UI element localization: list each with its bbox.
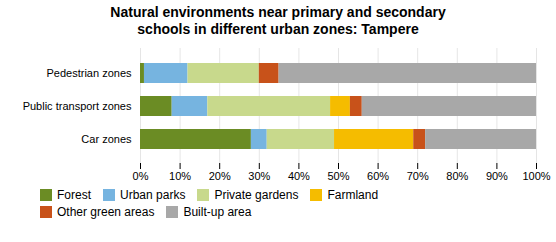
svg-text:20%: 20% (209, 170, 231, 182)
svg-text:90%: 90% (486, 170, 508, 182)
html-text:Natural environments near prim: Natural environments near primary and se… (110, 4, 446, 37)
svg-text:10%: 10% (169, 170, 191, 182)
svg-text:70%: 70% (407, 170, 429, 182)
html-text:Urban parks: Urban parks (120, 188, 186, 202)
svg-text:0%: 0% (133, 170, 149, 182)
svg-text:80%: 80% (446, 170, 468, 182)
html-text:Private gardens: Private gardens (214, 188, 299, 202)
svg-text:30%: 30% (248, 170, 270, 182)
svg-text:Public transport zones: Public transport zones (23, 100, 132, 112)
svg-text:Car zones: Car zones (81, 133, 132, 145)
svg-text:60%: 60% (367, 170, 389, 182)
svg-text:40%: 40% (288, 170, 310, 182)
html-text:Other green areas: Other green areas (57, 205, 155, 219)
svg-text:100%: 100% (522, 170, 550, 182)
svg-text:Pedestrian zones: Pedestrian zones (47, 67, 132, 79)
html-text:Built-up area: Built-up area (183, 205, 252, 219)
svg-text:50%: 50% (327, 170, 349, 182)
html-text:Forest: Forest (57, 188, 91, 202)
html-text:Farmland: Farmland (327, 188, 379, 202)
